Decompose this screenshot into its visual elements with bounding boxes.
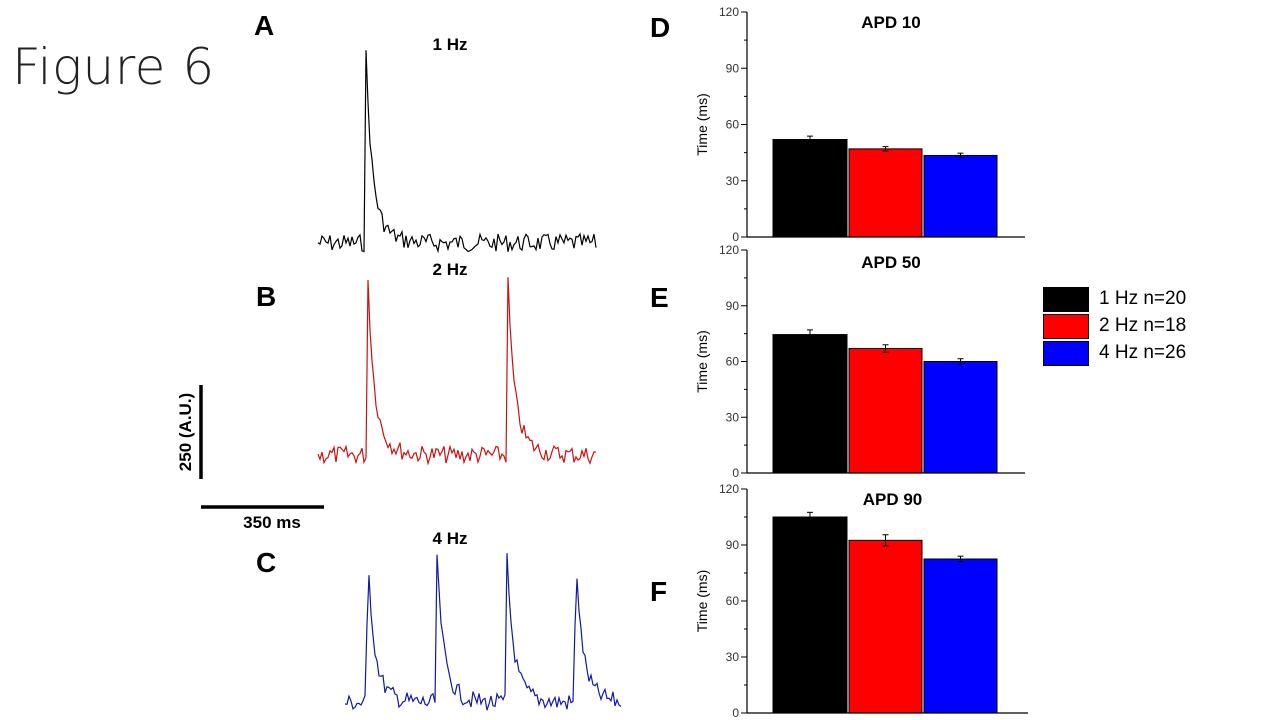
panel-label-c: C: [256, 547, 277, 578]
bar-3: [923, 154, 998, 238]
legend-label-4hz: 4 Hz n=26: [1099, 342, 1187, 363]
trace-label-2hz: 2 Hz: [433, 260, 468, 279]
y-tick-label: 0: [732, 466, 739, 480]
trace-label-1hz: 1 Hz: [433, 35, 468, 54]
y-tick-label: 0: [732, 230, 739, 244]
bar-1: [772, 139, 848, 238]
legend-label-2hz: 2 Hz n=18: [1099, 315, 1187, 336]
bar-3: [923, 558, 998, 714]
legend-label-1hz: 1 Hz n=20: [1099, 288, 1187, 309]
trace-label-4hz: 4 Hz: [433, 529, 468, 548]
y-tick-label: 0: [732, 706, 739, 720]
amplitude-scale-label: 250 (A.U.): [176, 393, 195, 471]
y-tick-label: 90: [726, 299, 740, 313]
legend-swatch-2hz: [1043, 314, 1089, 339]
trace-1hz: [317, 50, 597, 254]
y-tick-label: 90: [726, 61, 740, 75]
y-tick-label: 120: [719, 243, 739, 257]
y-tick-label: 60: [726, 355, 740, 369]
y-axis-label: Time (ms): [694, 93, 710, 155]
panel-label-f: F: [650, 576, 668, 607]
bar-2: [848, 148, 923, 238]
scale-bar: 250 (A.U.) 350 ms: [176, 385, 324, 532]
bar-2: [848, 539, 923, 714]
chart-title: APD 90: [863, 490, 923, 509]
calcium-traces: 1 Hz 2 Hz 4 Hz: [317, 35, 622, 711]
chart-title: APD 50: [861, 253, 921, 272]
bar-2: [848, 347, 923, 474]
y-tick-label: 30: [726, 650, 740, 664]
chart-title: APD 10: [861, 13, 921, 32]
y-tick-label: 60: [726, 118, 740, 132]
y-tick-label: 90: [726, 538, 740, 552]
legend-swatch-1hz: [1043, 287, 1089, 312]
panel-label-a: A: [254, 10, 275, 41]
trace-4hz: [344, 553, 622, 711]
y-tick-label: 30: [726, 174, 740, 188]
y-tick-label: 120: [719, 5, 739, 19]
chart-3: APD 90 Time (ms) 0 30 60 90 120: [694, 482, 1028, 720]
y-tick-label: 30: [726, 410, 740, 424]
y-axis-label: Time (ms): [694, 570, 710, 632]
bar-1: [772, 516, 848, 714]
panel-label-b: B: [256, 281, 277, 312]
bar-charts: APD 10 Time (ms) 0 30 60 90 120 APD 50 Time (ms)…: [694, 5, 1028, 720]
figure-title: Figure 6: [12, 38, 215, 96]
legend-swatch-4hz: [1043, 341, 1089, 366]
bar-1: [772, 334, 848, 474]
chart-1: APD 10 Time (ms) 0 30 60 90 120: [694, 5, 1025, 244]
panel-label-e: E: [650, 282, 669, 313]
trace-2hz: [317, 277, 596, 466]
y-tick-label: 120: [719, 482, 739, 496]
panel-label-d: D: [650, 12, 671, 43]
chart-2: APD 50 Time (ms) 0 30 60 90 120: [694, 243, 1025, 480]
time-scale-label: 350 ms: [243, 513, 301, 532]
bar-3: [923, 361, 998, 474]
y-tick-label: 60: [726, 594, 740, 608]
y-axis-label: Time (ms): [694, 330, 710, 392]
